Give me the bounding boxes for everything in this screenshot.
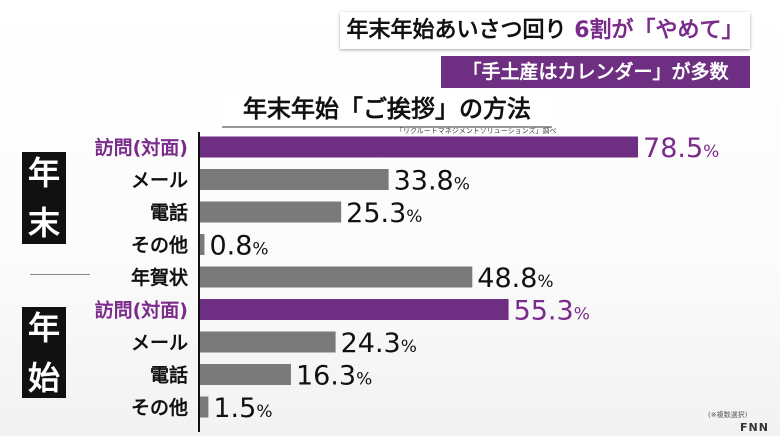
category-label: メール — [131, 170, 188, 192]
headline-banner: 年末年始あいさつ回り 6割が「やめて」 — [340, 12, 750, 49]
chart-axis-line — [198, 132, 200, 432]
headline-part2: 6割が「やめて」 — [574, 18, 744, 43]
value-label: 48.8% — [477, 263, 553, 294]
group-label-year-end: 年 末 — [22, 152, 66, 244]
category-label: その他 — [131, 396, 188, 419]
subheadline-banner: 「手土産はカレンダー」が多数 — [441, 56, 750, 88]
bar — [200, 266, 473, 288]
bar — [200, 299, 509, 320]
value-label: 16.3% — [296, 361, 372, 392]
group-label-year-end-char2: 末 — [27, 204, 60, 242]
value-label: 25.3% — [346, 198, 422, 229]
group-label-year-end-char1: 年 — [27, 154, 60, 192]
multiple-choice-note: (※複数選択) — [708, 411, 748, 419]
value-label: 55.3% — [514, 296, 590, 327]
category-label: 電話 — [150, 364, 188, 387]
category-label: 訪問(対面) — [95, 299, 188, 322]
bar — [200, 201, 342, 223]
bar — [200, 136, 639, 158]
category-label: メール — [131, 332, 188, 354]
fnn-logo: FNN — [740, 421, 769, 434]
value-label: 0.8% — [209, 231, 268, 262]
value-label: 1.5% — [213, 393, 272, 424]
group-separator-line — [30, 274, 90, 275]
value-label: 24.3% — [341, 328, 417, 359]
bar — [200, 169, 389, 190]
value-label: 33.8% — [394, 166, 470, 197]
chart-title: 年末年始「ご挨拶」の方法 — [222, 92, 552, 128]
value-label: 78.5% — [643, 133, 719, 164]
headline-part1: 年末年始あいさつ回り — [346, 18, 567, 43]
category-label: その他 — [131, 234, 188, 257]
bar — [200, 331, 336, 353]
group-label-new-year: 年 始 — [22, 307, 66, 398]
category-label: 電話 — [150, 201, 188, 224]
group-label-new-year-char1: 年 — [27, 308, 60, 347]
category-label: 年賀状 — [131, 266, 189, 289]
bar — [200, 396, 209, 418]
group-label-new-year-char2: 始 — [27, 358, 60, 397]
bar — [200, 234, 205, 255]
source-note: 「リクルートマネジメントソリューションズ」調べ — [396, 127, 557, 135]
bar — [200, 364, 291, 385]
category-label: 訪問(対面) — [95, 136, 188, 159]
